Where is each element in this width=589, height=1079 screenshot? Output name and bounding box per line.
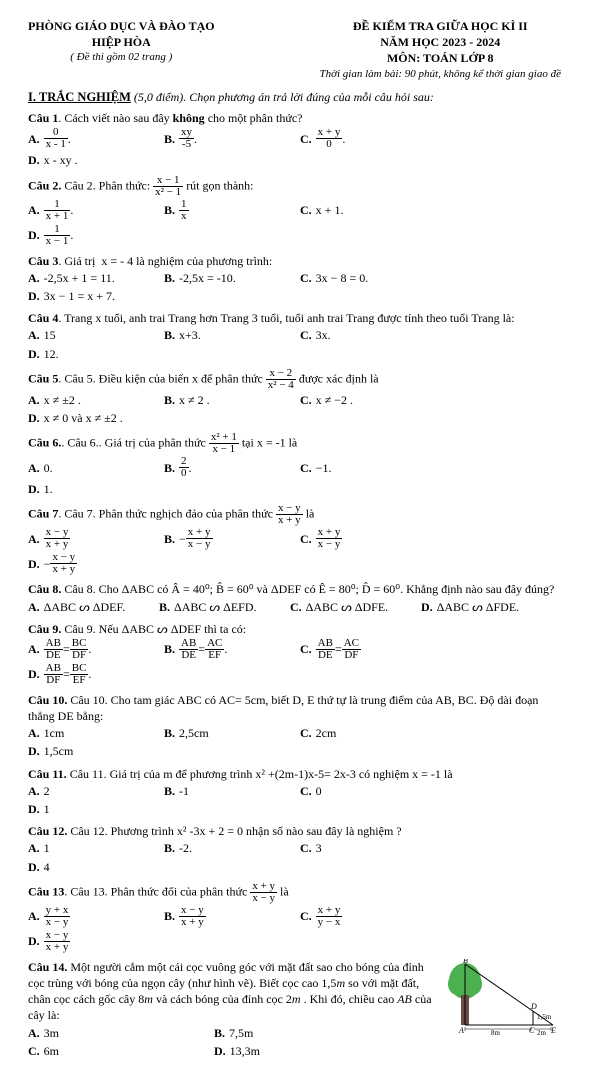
q8: Câu 8. Câu 8. Cho ΔABC có Â = 40⁰; B̂ = … (28, 581, 561, 597)
q5-a: A.x ≠ ±2 . (28, 392, 158, 408)
q1-c: C.x + y0. (300, 127, 430, 150)
svg-text:B: B (463, 959, 468, 965)
q11-c: C.0 (300, 783, 430, 799)
q10-b: B.2,5cm (164, 725, 294, 741)
svg-text:1,5m: 1,5m (537, 1013, 552, 1021)
q12: Câu 12. Câu 12. Phương trình x² -3x + 2 … (28, 823, 561, 839)
q13-b: B.x − yx + y (164, 905, 294, 928)
q12-a: A.1 (28, 840, 158, 856)
svg-text:C: C (529, 1026, 535, 1035)
q6-d: D.1. (28, 481, 158, 497)
q9-c: C.ABDE=ACDF (300, 638, 430, 661)
q8-b: B.ΔABC ᔕ ΔEFD. (159, 599, 284, 615)
q2-a: A.1x + 1. (28, 199, 158, 222)
q11-a: A.2 (28, 783, 158, 799)
q10: Câu 10. Câu 10. Cho tam giác ABC có AC= … (28, 692, 561, 724)
q10-c: C.2cm (300, 725, 430, 741)
q5-d: D.x ≠ 0 và x ≠ ±2 . (28, 410, 158, 426)
org-line3: ( Đề thi gồm 02 trang ) (28, 50, 215, 65)
svg-text:8m: 8m (491, 1029, 501, 1037)
svg-text:2m: 2m (537, 1029, 547, 1037)
exam-header: PHÒNG GIÁO DỤC VÀ ĐÀO TẠO HIỆP HÒA ( Đề … (28, 18, 561, 81)
q7-d: D.−x − yx + y (28, 552, 158, 575)
org-line1: PHÒNG GIÁO DỤC VÀ ĐÀO TẠO (28, 18, 215, 34)
org-line2: HIỆP HÒA (28, 34, 215, 50)
title-line1: ĐỀ KIỂM TRA GIỮA HỌC KÌ II (319, 18, 561, 34)
q14-d: D.13,3m (214, 1043, 394, 1059)
q9-d: D.ABDF=BCEF. (28, 663, 158, 686)
q14-a: A.3m (28, 1025, 208, 1041)
q11-b: B.-1 (164, 783, 294, 799)
q7: Câu 7. Câu 7. Phân thức nghịch đảo của p… (28, 503, 561, 526)
q6-a: A.0. (28, 456, 158, 479)
q9: Câu 9. Câu 9. Nếu ΔABC ᔕ ΔDEF thì ta có: (28, 621, 561, 637)
q2-c: C.x + 1. (300, 199, 430, 222)
q4-c: C.3x. (300, 327, 430, 343)
title-line2: NĂM HỌC 2023 - 2024 (319, 34, 561, 50)
q6-b: B.20. (164, 456, 294, 479)
title-line4: Thời gian làm bài: 90 phút, không kể thờ… (319, 67, 561, 82)
svg-text:A: A (458, 1026, 464, 1035)
q4-a: A.15 (28, 327, 158, 343)
q6: Câu 6.. Câu 6.. Giá trị của phân thức x²… (28, 432, 561, 455)
q12-d: D.4 (28, 859, 158, 875)
q5-b: B.x ≠ 2 . (164, 392, 294, 408)
q3-a: A.-2,5x + 1 = 11. (28, 270, 158, 286)
q8-a: A.ΔABC ᔕ ΔDEF. (28, 599, 153, 615)
q13-c: C.x + yy − x (300, 905, 430, 928)
q14-c: C.6m (28, 1043, 208, 1059)
q1-a: A.0x - 1. (28, 127, 158, 150)
q3: Câu 3. Giá trị x = - 4 là nghiệm của phư… (28, 253, 561, 269)
q4: Câu 4. Trang x tuổi, anh trai Trang hơn … (28, 310, 561, 326)
q13-d: D.x − yx + y (28, 930, 158, 953)
section-title: I. TRẮC NGHIỆM (28, 90, 131, 104)
q12-c: C.3 (300, 840, 430, 856)
q5: Câu 5. Câu 5. Điều kiện của biến x để ph… (28, 368, 561, 391)
q13-a: A.y + xx − y (28, 905, 158, 928)
q11-d: D.1 (28, 801, 158, 817)
q1-d: D.x - xy . (28, 152, 158, 168)
q5-c: C.x ≠ −2 . (300, 392, 430, 408)
q7-b: B.−x + yx − y (164, 527, 294, 550)
q1-stem: Cách viết nào sau đây không cho một phân… (64, 111, 302, 125)
q7-c: C.x + yx − y (300, 527, 430, 550)
q11: Câu 11. Câu 11. Giá trị của m để phương … (28, 766, 561, 782)
q4-d: D.12. (28, 346, 158, 362)
q14: B A D C E 1,5m 8m 2m Câu 14. Một người c… (28, 959, 561, 1024)
q4-b: B.x+3. (164, 327, 294, 343)
q14-b: B.7,5m (214, 1025, 394, 1041)
q13: Câu 13. Câu 13. Phân thức đối của phân t… (28, 881, 561, 904)
q10-a: A.1cm (28, 725, 158, 741)
q9-a: A.ABDE=BCDF. (28, 638, 158, 661)
q3-b: B.-2,5x = -10. (164, 270, 294, 286)
q10-d: D.1,5cm (28, 743, 158, 759)
q6-c: C.−1. (300, 456, 430, 479)
q14-figure: B A D C E 1,5m 8m 2m (441, 959, 561, 1047)
section-instr: (5,0 điểm). Chọn phương án trả lời đúng … (134, 90, 434, 104)
q8-c: C.ΔABC ᔕ ΔDFE. (290, 599, 415, 615)
q3-d: D.3x − 1 = x + 7. (28, 288, 158, 304)
title-line3: MÔN: TOÁN LỚP 8 (319, 50, 561, 66)
q2: Câu 2. Câu 2. Phân thức: x − 1x² − 1 rút… (28, 175, 561, 198)
q7-a: A.x − yx + y (28, 527, 158, 550)
q8-d: D.ΔABC ᔕ ΔFDE. (421, 599, 546, 615)
q9-b: B.ABDE=ACEF. (164, 638, 294, 661)
svg-text:D: D (530, 1002, 537, 1011)
q2-b: B.1x (164, 199, 294, 222)
q2-d: D.1x − 1. (28, 224, 158, 247)
q3-c: C.3x − 8 = 0. (300, 270, 430, 286)
q1: Câu 1. Cách viết nào sau đây không cho m… (28, 110, 561, 126)
q1-b: B.xy-5. (164, 127, 294, 150)
q12-b: B.-2. (164, 840, 294, 856)
